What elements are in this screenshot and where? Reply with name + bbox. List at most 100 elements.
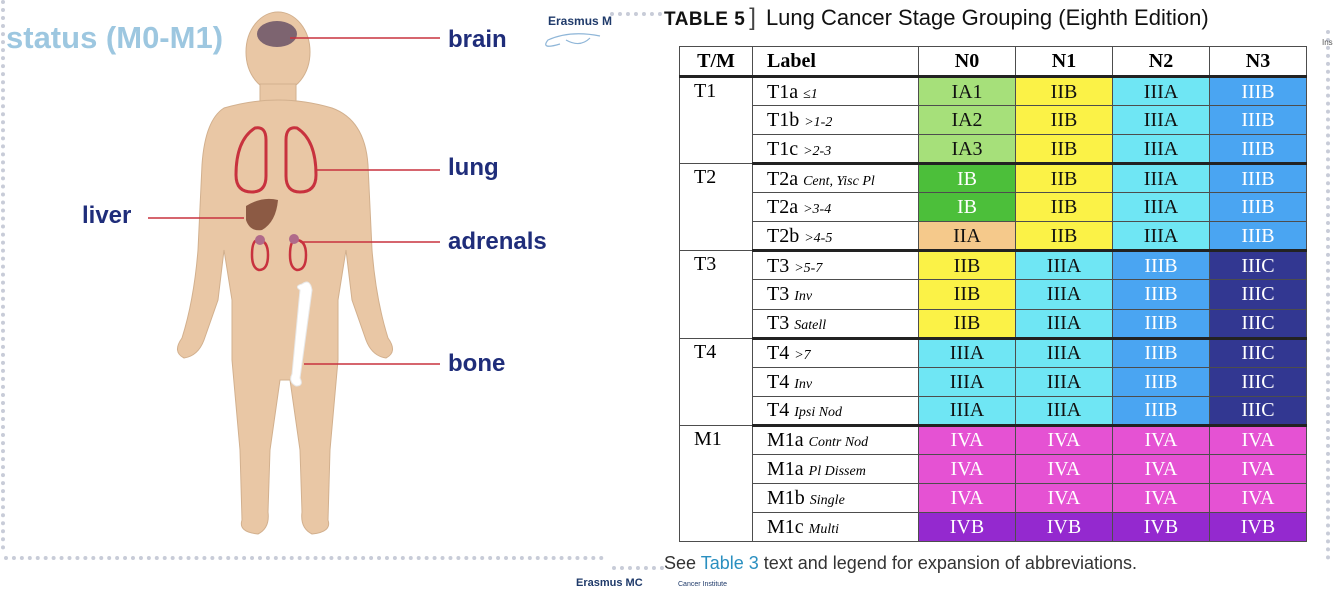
table-row: M1c Multi IVB IVB IVB IVB <box>680 511 1307 543</box>
human-body-silhouette <box>177 11 393 535</box>
logo-swirl <box>545 33 601 47</box>
stage-cell-n1: IIIA <box>1015 279 1113 310</box>
stage-cell-n3: IIIB <box>1209 163 1307 194</box>
body-diagram <box>148 11 601 535</box>
label-descriptor: Ipsi Nod <box>794 405 843 421</box>
header-n3: N3 <box>1209 46 1307 78</box>
slide-border-bottom-mid <box>612 566 664 570</box>
stage-cell-n0: IIIA <box>918 337 1016 368</box>
slide-border-top-right <box>610 12 662 16</box>
stage-cell-n3: IVA <box>1209 453 1307 484</box>
stage-cell-n0: IIB <box>918 279 1016 310</box>
table-row: M1 M1a Contr Nod IVA IVA IVA IVA <box>679 424 1307 543</box>
label-cell: T4 Inv <box>752 366 919 397</box>
stage-cell-n0: IIIA <box>918 395 1016 427</box>
label-cell: T2a Cent, Yisc Pl <box>752 163 919 194</box>
label-descriptor: Cent, Yisc Pl <box>803 173 875 189</box>
stage-cell-n1: IIB <box>1015 192 1113 223</box>
stage-cell-n2: IVA <box>1112 424 1210 455</box>
erasmus-logo-top: Erasmus M <box>548 14 613 28</box>
left-kidney-shape <box>250 238 270 272</box>
label-main: T2a <box>767 167 799 190</box>
stage-cell-n1: IVB <box>1015 511 1113 543</box>
stage-cell-n3: IVA <box>1209 424 1307 455</box>
label-descriptor: >7 <box>794 348 811 364</box>
label-descriptor: Single <box>809 492 845 508</box>
table-3-link[interactable]: Table 3 <box>700 553 759 573</box>
stage-cell-n2: IIIA <box>1112 221 1210 253</box>
table-row: T1c >2-3 IA3 IIB IIIA IIIB <box>680 134 1307 166</box>
stage-cell-n3: IIIC <box>1209 366 1307 397</box>
liver-label: liver <box>82 202 132 229</box>
label-cell: T4 >7 <box>752 337 919 368</box>
label-cell: T1a ≤1 <box>752 75 919 107</box>
label-main: T3 <box>767 312 790 335</box>
stage-cell-n1: IIIA <box>1015 395 1113 427</box>
stage-cell-n0: IVA <box>918 482 1016 513</box>
table-row: T1b >1-2 IA2 IIB IIIA IIIB <box>680 105 1307 136</box>
label-descriptor: >3-4 <box>803 202 832 218</box>
label-descriptor: >4-5 <box>804 230 833 246</box>
label-cell: M1a Pl Dissem <box>752 453 919 484</box>
stage-cell-n1: IIIA <box>1015 337 1113 368</box>
header-n0: N0 <box>918 46 1016 78</box>
stage-cell-n0: IIB <box>918 308 1016 340</box>
left-lung-shape <box>234 126 268 194</box>
label-main: T4 <box>767 370 790 393</box>
label-descriptor: Satell <box>794 318 827 334</box>
stage-cell-n2: IIIB <box>1112 279 1210 310</box>
stage-cell-n1: IIB <box>1015 221 1113 253</box>
stage-cell-n0: IIA <box>918 221 1016 253</box>
left-slide: status (M0-M1) brain lung liver adrena <box>0 0 615 588</box>
stage-cell-n0: IVA <box>918 424 1016 455</box>
footnote-prefix: See <box>664 553 701 573</box>
stage-cell-n3: IIIB <box>1209 134 1307 166</box>
label-main: T4 <box>767 399 790 422</box>
label-descriptor: Contr Nod <box>808 435 869 451</box>
stage-cell-n3: IVA <box>1209 482 1307 513</box>
label-main: T3 <box>767 254 790 277</box>
label-descriptor: Pl Dissem <box>808 463 866 479</box>
slide-title: status (M0-M1) <box>6 20 224 55</box>
stage-cell-n2: IIIB <box>1112 337 1210 368</box>
label-cell: T4 Ipsi Nod <box>752 395 919 427</box>
table-row: T3 Inv IIB IIIA IIIB IIIC <box>680 279 1307 310</box>
label-cell: T2b >4-5 <box>752 221 919 253</box>
stage-cell-n1: IIIA <box>1015 250 1113 281</box>
label-descriptor: >1-2 <box>804 115 833 131</box>
stage-cell-n0: IIB <box>918 250 1016 281</box>
label-cell: M1a Contr Nod <box>752 424 919 455</box>
stage-cell-n1: IIB <box>1015 134 1113 166</box>
erasmus-logo-bottom: Erasmus MC <box>576 577 643 589</box>
label-descriptor: >2-3 <box>803 143 832 159</box>
header-n1: N1 <box>1015 46 1113 78</box>
stage-cell-n3: IVB <box>1209 511 1307 543</box>
corner-text: Ins <box>1322 38 1333 47</box>
label-main: T1a <box>767 80 799 103</box>
header-tm: T/M <box>679 46 753 78</box>
label-descriptor: ≤1 <box>803 86 818 102</box>
label-main: T1b <box>767 109 800 132</box>
stage-cell-n2: IIIA <box>1112 75 1210 107</box>
adrenals-label: adrenals <box>448 228 547 255</box>
table-footnote: See Table 3 text and legend for expansio… <box>664 553 1137 574</box>
table-row: T3 T3 >5-7 IIB IIIA IIIB IIIC <box>679 250 1307 339</box>
stage-cell-n2: IIIA <box>1112 163 1210 194</box>
table-body: T1 T1a ≤1 IA1 IIB IIIA IIIB T1b >1-2 IA2 IIB IIIA… <box>679 75 1307 543</box>
stage-cell-n2: IVA <box>1112 453 1210 484</box>
label-cell: M1c Multi <box>752 511 919 543</box>
label-cell: M1b Single <box>752 482 919 513</box>
lung-label: lung <box>448 154 499 181</box>
femur-bone-shape <box>290 281 313 387</box>
table-row: T1 T1a ≤1 IA1 IIB IIIA IIIB <box>679 75 1307 165</box>
label-main: T3 <box>767 283 790 306</box>
slide-border-left <box>1 0 5 550</box>
stage-cell-n2: IIIA <box>1112 192 1210 223</box>
label-cell: T3 Inv <box>752 279 919 310</box>
label-main: T2b <box>767 224 800 247</box>
stage-cell-n1: IVA <box>1015 453 1113 484</box>
stage-cell-n0: IA3 <box>918 134 1016 166</box>
stage-cell-n2: IIIB <box>1112 308 1210 340</box>
stage-grouping-table: T/M Label N0 N1 N2 N3 T1 T1a ≤1 IA1 IIB IIIA… <box>679 46 1307 543</box>
stage-cell-n1: IIB <box>1015 105 1113 136</box>
